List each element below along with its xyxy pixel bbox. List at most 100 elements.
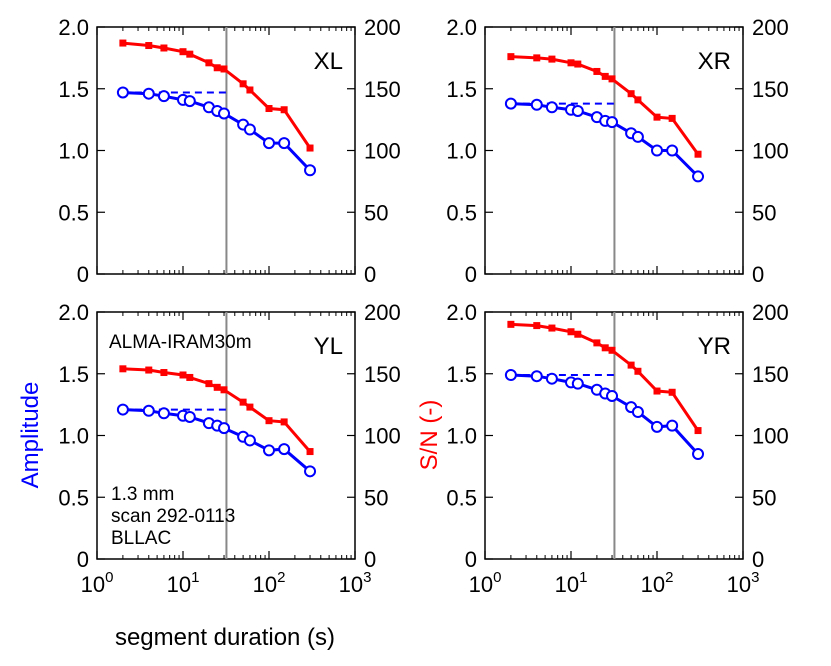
snr-point xyxy=(246,403,254,411)
amplitude-point xyxy=(504,368,517,381)
right-y-tick-label: 0 xyxy=(752,262,764,287)
snr-point xyxy=(280,106,288,114)
panel-label: YL xyxy=(314,333,343,360)
right-y-tick-label: 100 xyxy=(752,139,789,164)
amplitude-point xyxy=(545,372,558,385)
left-y-tick-label: 0.5 xyxy=(58,485,89,510)
snr-point xyxy=(634,96,642,104)
amplitude-point xyxy=(304,465,317,478)
right-y-tick-label: 150 xyxy=(364,362,401,387)
snr-point xyxy=(507,53,515,61)
snr-point xyxy=(119,39,127,47)
snr-point xyxy=(653,113,661,121)
snr-point xyxy=(694,427,702,435)
snr-point xyxy=(220,386,228,394)
snr-point xyxy=(186,373,194,381)
left-y-tick-label: 2.0 xyxy=(446,15,477,40)
left-y-tick-label: 0 xyxy=(77,262,89,287)
info-text-line: 1.3 mm xyxy=(111,484,174,505)
right-y-tick-label: 50 xyxy=(752,200,776,225)
snr-point xyxy=(179,48,187,56)
snr-point xyxy=(574,60,582,68)
right-y-tick-label: 0 xyxy=(752,547,764,572)
amplitude-point xyxy=(631,406,644,419)
right-y-tick-label: 0 xyxy=(364,547,376,572)
left-y-tick-label: 2.0 xyxy=(58,300,89,325)
amplitude-point xyxy=(571,377,584,390)
amplitude-point xyxy=(651,420,663,433)
snr-point xyxy=(205,380,213,388)
left-y-tick-label: 1.0 xyxy=(446,424,477,449)
snr-point xyxy=(119,365,127,373)
amplitude-point xyxy=(692,170,705,183)
right-y-tick-label: 50 xyxy=(752,485,776,510)
amplitude-point xyxy=(606,389,619,402)
amplitude-point xyxy=(157,407,170,420)
amplitude-point xyxy=(504,97,517,110)
snr-point xyxy=(145,366,153,374)
x-axis-label: segment duration (s) xyxy=(115,624,335,651)
left-y-tick-label: 0 xyxy=(465,262,477,287)
panel-xr: 0 0.5 1.0 1.5 2.0 0 50 100 150 200 XR xyxy=(446,15,788,287)
left-y-tick-label: 0 xyxy=(77,547,89,572)
panel-label: YR xyxy=(698,333,731,360)
amplitude-point xyxy=(304,164,317,177)
panel-label: XL xyxy=(314,48,343,75)
amplitude-point xyxy=(666,419,679,432)
x-tick-label: 100 xyxy=(469,569,502,597)
snr-point xyxy=(601,72,609,80)
left-y-tick-label: 2.0 xyxy=(58,15,89,40)
right-y-tick-label: 150 xyxy=(752,362,789,387)
snr-point xyxy=(548,324,556,332)
snr-point xyxy=(533,54,541,62)
amplitude-point xyxy=(263,137,275,150)
left-y-tick-label: 1.5 xyxy=(58,77,89,102)
snr-point xyxy=(634,367,642,375)
panel-yl: 100 101 102 10300.51.01.52.0050100150200YLA… xyxy=(58,300,400,597)
amplitude-point xyxy=(116,86,129,99)
snr-point xyxy=(160,369,168,377)
snr-point xyxy=(213,383,221,391)
amplitude-point xyxy=(142,404,155,417)
snr-point xyxy=(608,75,616,83)
snr-point xyxy=(220,65,228,73)
snr-point xyxy=(306,144,314,152)
right-y-axis-label: S/N (-) xyxy=(416,400,443,471)
snr-point xyxy=(186,50,194,58)
snr-point xyxy=(627,361,635,369)
snr-point xyxy=(533,322,541,330)
amplitude-point xyxy=(530,98,543,111)
amplitude-point xyxy=(631,130,644,143)
snr-point xyxy=(213,64,221,72)
right-y-tick-label: 50 xyxy=(364,485,388,510)
source-label: ALMA-IRAM30m xyxy=(109,332,252,353)
right-y-tick-label: 50 xyxy=(364,200,388,225)
right-y-tick-label: 150 xyxy=(752,77,789,102)
right-y-tick-label: 100 xyxy=(364,424,401,449)
x-tick-label: 101 xyxy=(555,569,588,597)
amplitude-point xyxy=(692,448,705,461)
left-y-tick-label: 0.5 xyxy=(446,485,477,510)
amplitude-point xyxy=(571,104,584,117)
snr-point xyxy=(668,114,676,122)
snr-point xyxy=(694,150,702,158)
amplitude-point xyxy=(116,403,129,416)
amplitude-point xyxy=(278,137,291,150)
snr-point xyxy=(567,328,575,336)
snr-point xyxy=(239,80,247,88)
right-y-tick-label: 200 xyxy=(364,15,401,40)
amplitude-point xyxy=(666,144,679,157)
right-y-tick-label: 0 xyxy=(364,262,376,287)
left-y-tick-label: 2.0 xyxy=(446,300,477,325)
info-text-line: BLLAC xyxy=(111,528,171,549)
x-tick-label: 100 xyxy=(81,569,114,597)
snr-point xyxy=(593,67,601,75)
snr-point xyxy=(246,86,254,94)
snr-point xyxy=(179,371,187,379)
right-y-tick-label: 200 xyxy=(752,300,789,325)
amplitude-point xyxy=(157,90,170,103)
left-y-tick-label: 0 xyxy=(465,547,477,572)
snr-point xyxy=(280,418,288,426)
